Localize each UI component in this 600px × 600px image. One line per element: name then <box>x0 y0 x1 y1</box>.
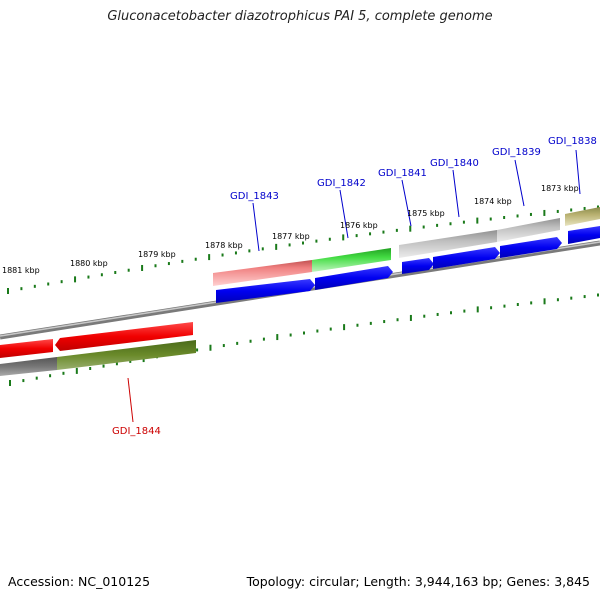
tick-label-1880: 1880 kbp <box>70 259 108 268</box>
callout-gdi-1841 <box>401 179 412 227</box>
callout-gdi-1840 <box>452 169 460 218</box>
outer-tick-row <box>7 205 599 294</box>
feature-band-gdi-1843 <box>213 260 312 286</box>
feature-band-gdi-1839 <box>497 218 560 242</box>
callout-gdi-1838 <box>575 149 581 195</box>
callout-gdi-1842 <box>339 189 349 239</box>
cds-arrow-reverse-left[interactable] <box>0 339 53 358</box>
gene-label-gdi-1844[interactable]: GDI_1844 <box>112 426 161 437</box>
tick-label-1874: 1874 kbp <box>474 197 512 206</box>
tick-label-1877: 1877 kbp <box>272 232 310 241</box>
callout-gdi-1844 <box>127 377 134 423</box>
cds-arrow-gdi-1841[interactable] <box>402 258 434 274</box>
tick-label-1873: 1873 kbp <box>541 184 579 193</box>
cds-arrow-gdi-1839[interactable] <box>500 237 562 258</box>
feature-band-reverse-gray <box>0 357 57 376</box>
accession-text: Accession: NC_010125 <box>8 574 151 589</box>
gene-label-gdi-1839[interactable]: GDI_1839 <box>492 147 541 158</box>
cds-arrow-gdi-1844[interactable] <box>55 322 193 351</box>
cds-arrow-gdi-1842[interactable] <box>315 266 393 290</box>
cds-arrow-gdi-1843[interactable] <box>216 279 315 303</box>
gene-label-gdi-1841[interactable]: GDI_1841 <box>378 168 427 179</box>
callout-gdi-1843 <box>252 202 260 252</box>
tick-label-1879: 1879 kbp <box>138 250 176 259</box>
tick-label-1876: 1876 kbp <box>340 221 378 230</box>
feature-band-gdi-1844 <box>57 340 196 370</box>
feature-band-gdi-1838 <box>565 207 600 226</box>
tick-label-1878: 1878 kbp <box>205 241 243 250</box>
tick-label-1881: 1881 kbp <box>2 266 40 275</box>
gene-label-gdi-1843[interactable]: GDI_1843 <box>230 191 279 202</box>
cds-arrow-gdi-1840[interactable] <box>433 247 500 269</box>
callout-gdi-1839 <box>514 159 525 207</box>
tick-label-1875: 1875 kbp <box>407 209 445 218</box>
feature-band-gdi-1841-1840 <box>399 230 497 258</box>
cds-arrow-gdi-1838[interactable] <box>568 226 600 244</box>
gene-label-gdi-1842[interactable]: GDI_1842 <box>317 178 366 189</box>
genome-summary-text: Topology: circular; Length: 3,944,163 bp… <box>246 574 590 589</box>
gene-label-gdi-1838[interactable]: GDI_1838 <box>548 136 597 147</box>
genome-title: Gluconacetobacter diazotrophicus PAI 5, … <box>107 9 493 24</box>
feature-band-gdi-1842 <box>312 248 391 272</box>
gene-label-gdi-1840[interactable]: GDI_1840 <box>430 158 479 169</box>
